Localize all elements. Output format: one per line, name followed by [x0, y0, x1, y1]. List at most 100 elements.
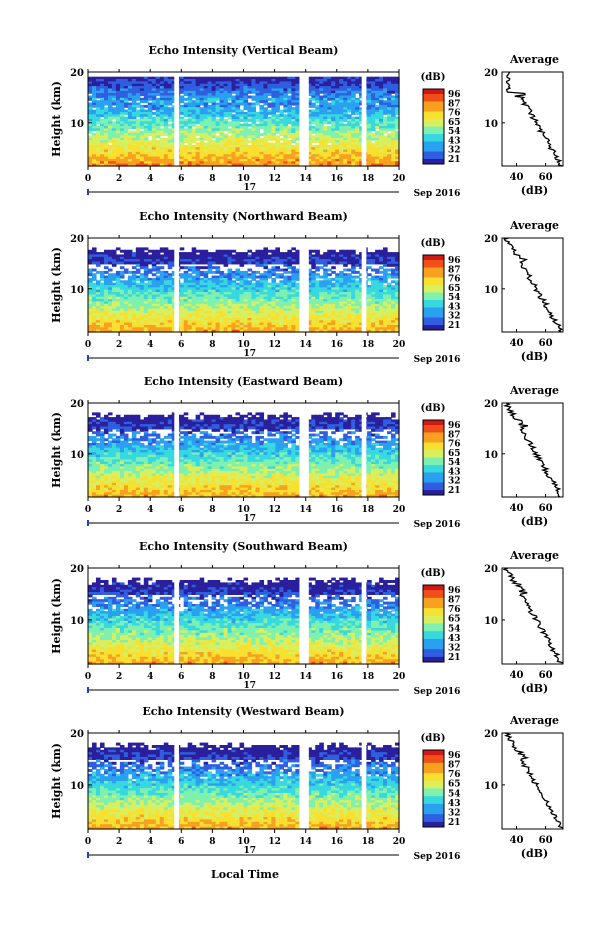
heatmap-cell	[231, 128, 237, 132]
heatmap-cell	[203, 109, 209, 113]
heatmap-cell	[95, 81, 101, 85]
heatmap-cell	[395, 100, 400, 104]
heatmap-cell	[311, 266, 316, 270]
heatmap-cell	[211, 97, 217, 101]
heatmap-cell	[195, 116, 201, 120]
heatmap-cell	[123, 261, 129, 265]
heatmap-cell	[323, 119, 328, 122]
heatmap-cell	[279, 93, 284, 97]
heatmap-cell	[367, 100, 372, 104]
heatmap-cell	[211, 79, 217, 82]
heatmap-cell	[307, 93, 312, 97]
heatmap-cell	[379, 261, 384, 265]
heatmap-cell	[291, 114, 296, 118]
heatmap-cell	[195, 88, 201, 92]
heatmap-cell	[179, 128, 185, 132]
heatmap-cell	[347, 95, 352, 99]
heatmap-cell	[179, 104, 185, 108]
heatmap-cell	[107, 133, 113, 137]
heatmap-cell	[391, 128, 396, 132]
heatmap-cell	[243, 90, 249, 94]
heatmap-cell	[283, 104, 288, 108]
heatmap-cell	[267, 81, 273, 85]
heatmap-cell	[215, 102, 221, 106]
heatmap-cell	[343, 128, 348, 132]
heatmap-cell	[119, 116, 125, 120]
heatmap-cell	[379, 107, 384, 111]
heatmap-cell	[287, 100, 292, 104]
heatmap-cell	[131, 130, 137, 134]
heatmap-cell	[207, 86, 213, 90]
heatmap-cell	[323, 111, 328, 115]
heatmap-cell	[99, 130, 105, 134]
heatmap-cell	[339, 88, 344, 92]
heatmap-cell	[387, 109, 392, 113]
heatmap-cell	[183, 266, 189, 270]
heatmap-cell	[323, 128, 328, 132]
heatmap-cell	[199, 86, 205, 90]
heatmap-cell	[243, 104, 249, 108]
heatmap-cell	[211, 111, 217, 115]
colorbar-label: 21	[448, 155, 461, 165]
heatmap-cell	[135, 102, 141, 106]
heatmap-cell	[155, 90, 161, 94]
heatmap-cell	[247, 114, 253, 118]
heatmap-cell	[263, 116, 269, 120]
heatmap-cell	[287, 121, 292, 125]
heatmap-cell	[147, 111, 153, 115]
heatmap-cell	[215, 130, 221, 134]
heatmap-cell	[327, 109, 332, 113]
heatmap-cell	[259, 88, 265, 92]
heatmap-cell	[315, 109, 320, 113]
heatmap-cell	[187, 100, 193, 104]
heatmap-cell	[199, 114, 205, 118]
heatmap-cell	[347, 81, 352, 85]
heatmap-cell	[391, 111, 396, 115]
heatmap-cell	[259, 79, 265, 82]
heatmap-cell	[255, 126, 261, 129]
heatmap-cell	[339, 76, 344, 80]
heatmap-cell	[235, 81, 241, 85]
heatmap-cell	[387, 268, 392, 272]
heatmap-cell	[331, 81, 336, 85]
heatmap-cell	[123, 81, 129, 85]
heatmap-cell	[267, 119, 273, 122]
heatmap-cell	[103, 109, 109, 113]
heatmap-cell	[239, 88, 245, 92]
heatmap-cell	[375, 93, 380, 97]
heatmap-cell	[275, 86, 280, 90]
heatmap-cell	[311, 128, 316, 132]
heatmap-cell	[207, 114, 213, 118]
heatmap-cell	[327, 90, 332, 94]
heatmap-cell	[103, 123, 109, 127]
heatmap-cell	[123, 130, 129, 134]
heatmap-cell	[199, 93, 205, 97]
heatmap-cell	[88, 126, 93, 129]
heatmap-cell	[383, 76, 388, 80]
heatmap-cell	[271, 126, 276, 129]
heatmap-cell	[227, 83, 233, 87]
heatmap-cell	[151, 93, 157, 97]
heatmap-cell	[391, 90, 396, 94]
heatmap-cell	[195, 97, 201, 101]
heatmap-cell	[323, 126, 328, 129]
heatmap-cell	[235, 90, 241, 94]
heatmap-cell	[191, 119, 197, 122]
heatmap-cell	[259, 93, 265, 97]
heatmap-cell	[275, 104, 280, 108]
heatmap-cell	[351, 107, 356, 111]
heatmap-cell	[107, 102, 113, 106]
heatmap-cell	[223, 107, 229, 111]
heatmap-cell	[159, 83, 165, 87]
heatmap-cell	[243, 119, 249, 122]
heatmap-cell	[183, 133, 189, 137]
heatmap-cell	[163, 116, 169, 120]
heatmap-cell	[203, 93, 209, 97]
heatmap-cell	[347, 93, 352, 97]
heatmap-cell	[215, 79, 221, 82]
heatmap-cell	[251, 130, 257, 134]
heatmap-cell	[291, 93, 296, 97]
heatmap-cell	[263, 121, 269, 125]
heatmap-cell	[287, 116, 292, 120]
heatmap-cell	[367, 277, 372, 281]
